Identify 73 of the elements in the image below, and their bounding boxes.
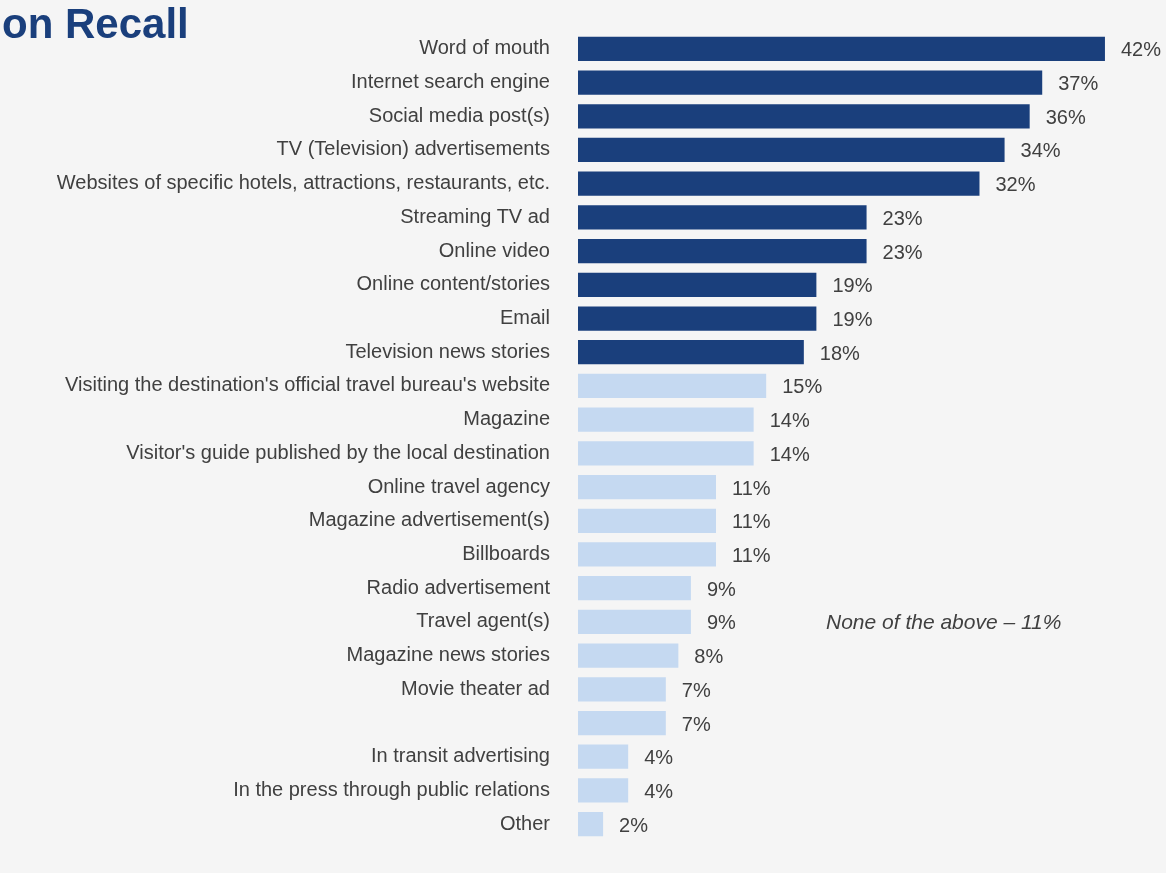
bar [578, 205, 867, 230]
y-tick-label: Online video [438, 238, 550, 261]
y-tick-label: Internet search engine [350, 70, 550, 93]
y-tick-label: Television news stories [345, 339, 550, 362]
text: on Recall [2, 0, 189, 48]
y-tick-label: Magazine advertisement(s) [308, 508, 550, 531]
bar [578, 441, 754, 466]
data-label: 2% [619, 813, 649, 836]
y-tick-label: Travel agent(s) [416, 609, 550, 632]
bar [578, 373, 767, 399]
bar [578, 643, 679, 668]
data-label: 4% [644, 779, 674, 802]
y-tick-label: Visitor's guide published by the local destination [126, 440, 550, 463]
y-tick-label: In transit advertising [371, 744, 550, 767]
annotation: None of the above – 11% [826, 610, 1062, 634]
y-tick-label: Movie theater ad [401, 676, 550, 699]
y-tick-label: Word of mouth [419, 36, 550, 59]
y-tick-label: Online travel agency [367, 474, 550, 497]
bar [578, 542, 717, 567]
y-tick-label: Magazine [463, 407, 550, 430]
y-tick-label: TV (Television) advertisements [276, 137, 550, 160]
bar [578, 812, 604, 837]
bar [578, 272, 817, 297]
y-tick-label: Radio advertisement [366, 575, 551, 598]
bar [578, 36, 1105, 61]
data-label: 4% [644, 746, 674, 769]
bar [578, 744, 629, 769]
y-tick-label: Other [499, 811, 551, 834]
data-label: 23% [882, 240, 923, 263]
bar [578, 137, 1005, 163]
data-label: 19% [832, 308, 873, 331]
y-tick-label: Websites of specific hotels, attractions, restaurants, etc. [56, 171, 550, 194]
data-label: 23% [882, 206, 923, 229]
bar [578, 171, 980, 196]
bar [578, 474, 717, 500]
data-label: 11% [732, 543, 771, 566]
bar [578, 238, 867, 264]
data-label: 14% [769, 442, 810, 465]
bar [578, 576, 691, 601]
y-tick-label: In the press through public relations [233, 777, 550, 800]
data-label: 11% [732, 510, 771, 533]
y-tick-label: Social media post(s) [368, 103, 550, 126]
bar [578, 778, 629, 803]
y-tick-label: Online content/stories [356, 272, 550, 295]
bar [578, 677, 666, 702]
y-tick-label: Visiting the destination's official travel bureau's website [65, 373, 550, 396]
bar [578, 710, 666, 736]
data-label: 42% [1120, 38, 1162, 61]
data-label: 36% [1045, 105, 1086, 128]
bar [578, 306, 817, 331]
data-label: 18% [819, 341, 861, 364]
data-label: 14% [769, 409, 810, 432]
data-label: 19% [832, 274, 873, 297]
y-tick-label: Email [499, 306, 550, 329]
data-label: 37% [1058, 72, 1099, 95]
y-tick-label: Billboards [462, 541, 550, 564]
bar [578, 407, 754, 432]
data-label: 32% [995, 173, 1036, 196]
y-tick-label: Magazine news stories [346, 643, 550, 666]
data-label: 9% [706, 577, 737, 600]
data-label: 34% [1020, 139, 1061, 162]
y-tick-label: Streaming TV ad [400, 204, 550, 227]
bar [578, 340, 804, 365]
bar [578, 104, 1030, 129]
data-label: 15% [782, 375, 823, 398]
bar [578, 70, 1043, 95]
data-label: 7% [681, 712, 711, 735]
data-label: 9% [706, 611, 737, 634]
bar [578, 508, 717, 533]
data-label: 11% [732, 476, 771, 499]
data-label: 7% [681, 678, 711, 701]
data-label: 8% [694, 645, 724, 668]
bar [578, 609, 691, 635]
